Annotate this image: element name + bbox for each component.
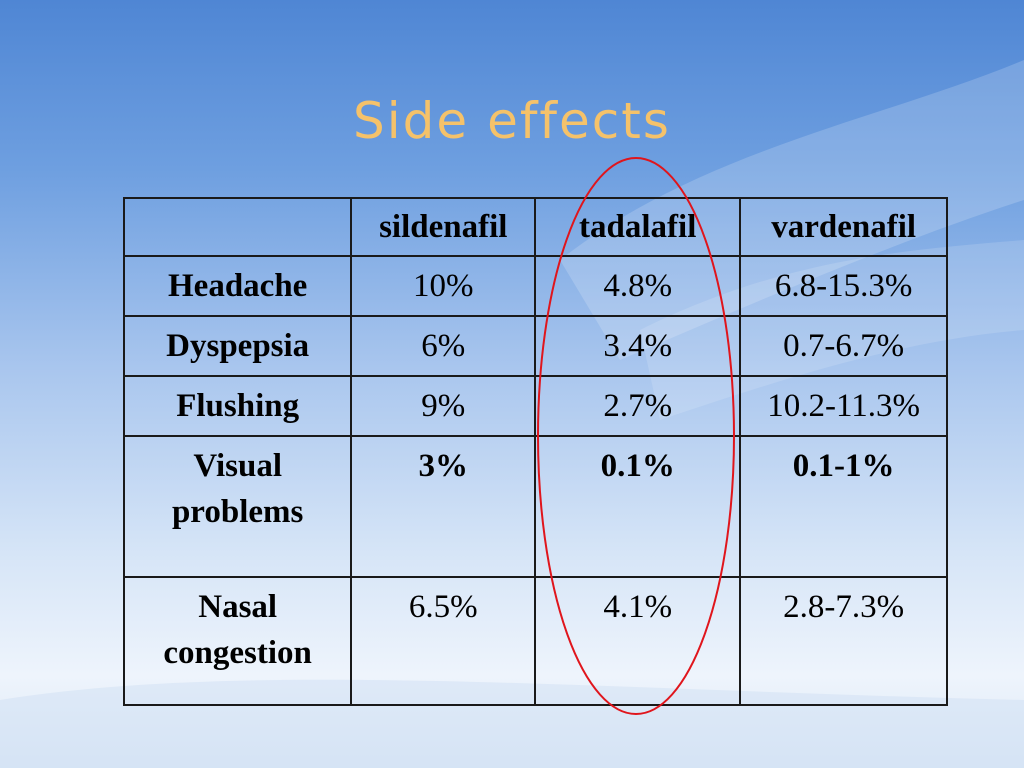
row-label-nasal-congestion: Nasal congestion <box>122 576 353 706</box>
row-label-visual-problems: Visual problems <box>122 435 353 578</box>
header-cell-sildenafil: sildenafil <box>350 197 537 257</box>
header-cell-vardenafil: vardenafil <box>739 197 948 257</box>
table-row: Visual problems 3% 0.1% 0.1-1% <box>122 435 948 578</box>
cell-value: 10.2-11.3% <box>739 375 948 437</box>
cell-value: 10% <box>350 255 537 317</box>
cell-value: 4.1% <box>534 576 742 706</box>
table-row: Nasal congestion 6.5% 4.1% 2.8-7.3% <box>122 576 948 706</box>
cell-value: 6% <box>350 315 537 377</box>
cell-value: 0.7-6.7% <box>739 315 948 377</box>
side-effects-table: sildenafil tadalafil vardenafil Headache… <box>122 197 948 706</box>
table-row: Flushing 9% 2.7% 10.2-11.3% <box>122 375 948 437</box>
table-header-row: sildenafil tadalafil vardenafil <box>122 197 948 257</box>
cell-value: 2.7% <box>534 375 742 437</box>
cell-value: 6.5% <box>350 576 537 706</box>
cell-value: 9% <box>350 375 537 437</box>
cell-value: 3% <box>350 435 537 578</box>
slide-title: Side effects <box>353 92 671 150</box>
cell-value: 0.1% <box>534 435 742 578</box>
cell-value: 3.4% <box>534 315 742 377</box>
cell-value: 6.8-15.3% <box>739 255 948 317</box>
cell-value: 0.1-1% <box>739 435 948 578</box>
table-row: Dyspepsia 6% 3.4% 0.7-6.7% <box>122 315 948 377</box>
row-label-dyspepsia: Dyspepsia <box>122 315 353 377</box>
cell-value: 2.8-7.3% <box>739 576 948 706</box>
cell-value: 4.8% <box>534 255 742 317</box>
row-label-flushing: Flushing <box>122 375 353 437</box>
row-label-headache: Headache <box>122 255 353 317</box>
table-row: Headache 10% 4.8% 6.8-15.3% <box>122 255 948 317</box>
header-cell-tadalafil: tadalafil <box>534 197 742 257</box>
header-cell-empty <box>122 197 353 257</box>
